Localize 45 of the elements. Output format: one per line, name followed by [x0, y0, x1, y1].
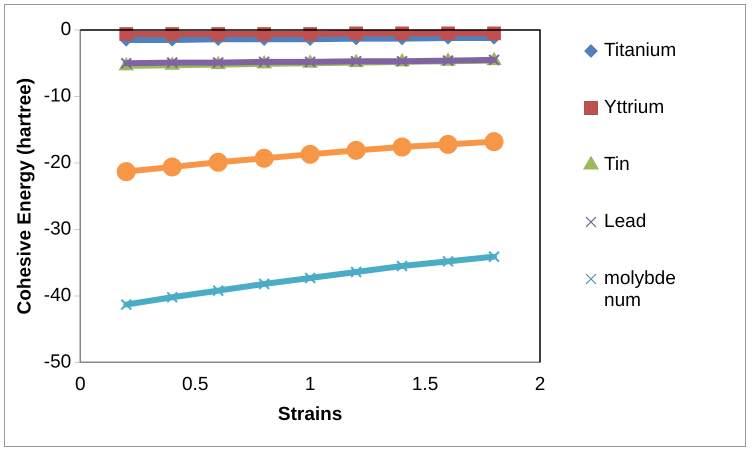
point [488, 250, 500, 263]
legend-label: Lead [604, 211, 648, 233]
point [119, 27, 134, 41]
x-axis-title: Strains [278, 404, 342, 425]
point [116, 162, 136, 182]
point [300, 144, 320, 164]
point [120, 298, 132, 311]
y-tick-label: -10 [44, 86, 72, 107]
point [258, 278, 270, 290]
point [349, 26, 363, 40]
point [395, 26, 409, 40]
x-tick-label: 0.5 [182, 374, 208, 396]
x-tick-label: 1 [304, 374, 316, 396]
point [211, 27, 226, 41]
x-tick-label: 1.5 [412, 374, 438, 396]
point [166, 291, 178, 304]
legend-label: Titanium [604, 40, 678, 62]
point [392, 138, 412, 157]
point [346, 140, 366, 160]
point [303, 27, 317, 41]
point [396, 260, 408, 272]
point [162, 157, 182, 176]
point [487, 26, 501, 40]
legend-label: molybdenum [604, 268, 677, 312]
x-tick-label: 2 [534, 374, 546, 396]
point [350, 266, 362, 278]
point [208, 152, 228, 172]
point [257, 27, 272, 41]
y-tick-label: -40 [44, 285, 72, 306]
point [165, 27, 180, 41]
point [212, 284, 224, 297]
y-tick-label: -30 [44, 218, 72, 240]
legend-label: Yttrium [604, 97, 666, 119]
point [254, 148, 274, 168]
x-tick-label: 0 [74, 374, 86, 396]
point [441, 26, 455, 40]
y-tick-label: 0 [60, 19, 72, 40]
point [304, 272, 316, 284]
legend-label: Tin [604, 154, 631, 176]
y-axis-title: Cohesive Energy (hartree) [14, 78, 36, 314]
y-tick-label: -20 [44, 152, 72, 174]
point [438, 134, 458, 154]
point [442, 255, 454, 268]
y-tick-label: -50 [44, 352, 72, 373]
point [484, 132, 504, 152]
